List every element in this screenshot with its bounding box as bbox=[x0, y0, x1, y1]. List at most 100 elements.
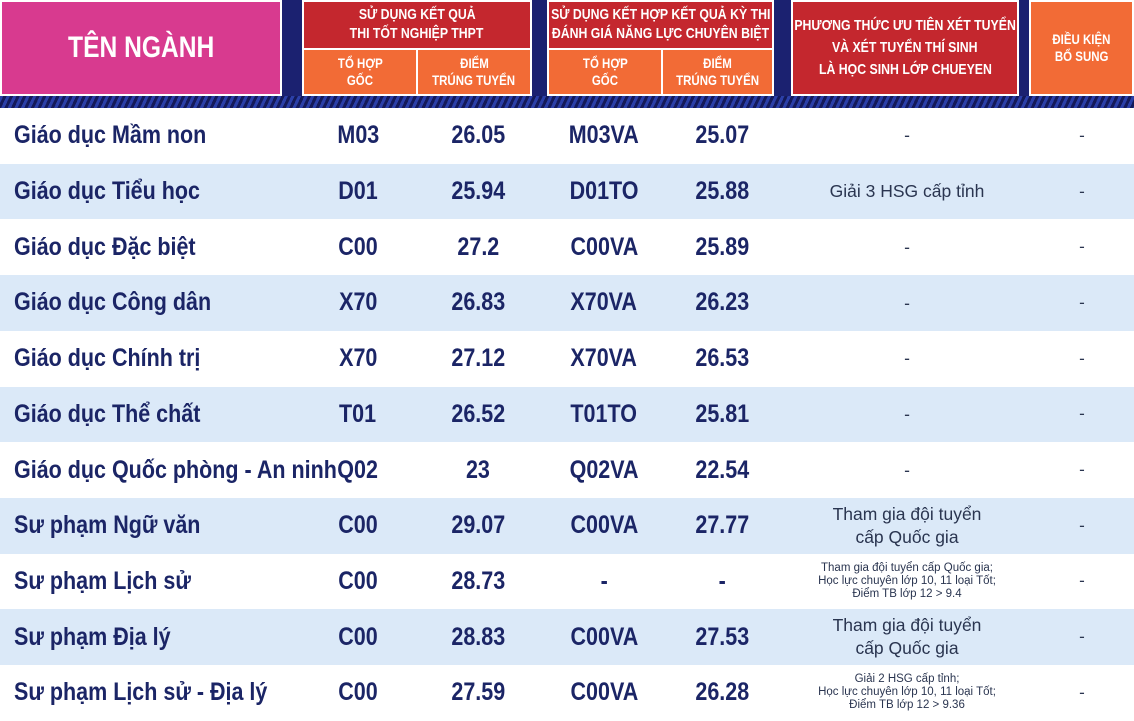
cell-text: X70 bbox=[338, 288, 378, 317]
cell-text: 25.94 bbox=[451, 177, 505, 206]
cell-text: Q02VA bbox=[569, 455, 639, 484]
cell-text: D01TO bbox=[569, 177, 639, 206]
cell-text: Sư phạm Lịch sử bbox=[14, 566, 191, 595]
group-header: SỬ DỤNG KẾT QUẢ THI TỐT NGHIỆP THPT bbox=[302, 0, 532, 50]
table-row: Giáo dục Quốc phòng - An ninh Q02 23 Q02VA 2… bbox=[0, 442, 1134, 498]
header-text: GỐC bbox=[591, 72, 619, 88]
cell-text: Điểm TB lớp 12 > 9.36 bbox=[849, 699, 965, 712]
cell-text: - bbox=[1079, 181, 1085, 201]
row-name: Sư phạm Địa lý bbox=[14, 609, 324, 665]
cell-text: Giáo dục Tiểu học bbox=[14, 177, 200, 206]
header-text: THI TỐT NGHIỆP THPT bbox=[350, 25, 484, 42]
cell-text: 22.54 bbox=[695, 455, 749, 484]
table-cell: - bbox=[1042, 554, 1122, 610]
table-cell: D01TO bbox=[544, 164, 664, 220]
cell-text: 23 bbox=[466, 455, 490, 484]
table-cell: 26.28 bbox=[662, 665, 782, 721]
note-cell: - bbox=[797, 275, 1017, 331]
table-cell: X70 bbox=[303, 275, 413, 331]
table-cell: 27.2 bbox=[418, 219, 538, 275]
cell-text: Giải 3 HSG cấp tỉnh bbox=[829, 181, 985, 202]
cell-text: - bbox=[1079, 460, 1085, 480]
row-name: Giáo dục Quốc phòng - An ninh bbox=[14, 442, 337, 498]
cell-text: Q02 bbox=[337, 455, 379, 484]
cell-text: 25.07 bbox=[695, 121, 749, 150]
table-row: Giáo dục Thể chất T01 26.52 T01TO 25.81 - - bbox=[0, 386, 1134, 443]
cell-text: - bbox=[1079, 627, 1085, 647]
table-cell: 28.73 bbox=[418, 554, 538, 610]
header-text: SỬ DỤNG KẾT HỢP KẾT QUẢ KỲ THI bbox=[550, 6, 771, 24]
cell-text: C00 bbox=[338, 511, 378, 540]
note-cell: Tham gia đội tuyển cấp Quốc gia; Học lực … bbox=[797, 554, 1017, 610]
header-text: TRÚNG TUYỂN bbox=[676, 72, 759, 88]
header-text: TRÚNG TUYỂN bbox=[432, 72, 516, 88]
header-text: GỐC bbox=[346, 72, 374, 88]
cell-text: - bbox=[1079, 348, 1085, 368]
header-stripe bbox=[0, 96, 1134, 108]
table-cell: Q02VA bbox=[544, 442, 664, 498]
cell-text: 26.28 bbox=[695, 678, 749, 707]
cell-text: Sư phạm Lịch sử - Địa lý bbox=[14, 678, 268, 707]
header-text: TỔ HỢP bbox=[582, 54, 628, 71]
header-text: PHƯƠNG THỨC ƯU TIÊN XÉT TUYỂN bbox=[794, 17, 1016, 35]
cell-text: - bbox=[904, 348, 910, 369]
note-cell: Tham gia đội tuyển cấp Quốc gia bbox=[797, 498, 1017, 554]
cell-text: C00VA bbox=[570, 511, 638, 540]
table-cell: - bbox=[1042, 498, 1122, 554]
table-cell: 27.12 bbox=[418, 331, 538, 387]
group-header: SỬ DỤNG KẾT HỢP KẾT QUẢ KỲ THI ĐÁNH GIÁ … bbox=[547, 0, 774, 50]
cell-text: T01 bbox=[339, 399, 377, 428]
note-cell: Giải 3 HSG cấp tỉnh bbox=[797, 164, 1017, 220]
table-row: Sư phạm Ngữ văn C00 29.07 C00VA 27.77 - Tham g… bbox=[0, 497, 1134, 554]
row-name: Sư phạm Lịch sử bbox=[14, 554, 324, 610]
cell-text: Giải 2 HSG cấp tỉnh; bbox=[854, 673, 960, 686]
cell-text: Học lực chuyên lớp 10, 11 loại Tốt; bbox=[818, 686, 996, 699]
header-text: SỬ DỤNG KẾT QUẢ bbox=[358, 6, 476, 24]
row-name: Giáo dục Chính trị bbox=[14, 331, 324, 387]
row-name: Giáo dục Đặc biệt bbox=[14, 219, 324, 275]
table-cell: 27.59 bbox=[418, 665, 538, 721]
cell-text: M03 bbox=[337, 121, 379, 150]
cell-text: C00VA bbox=[570, 232, 638, 261]
table-cell: 26.05 bbox=[418, 108, 538, 164]
cell-text: Tham gia đội tuyển cấp Quốc gia; bbox=[821, 561, 993, 574]
table-row: Giáo dục Công dân X70 26.83 X70VA 26.23 - - bbox=[0, 275, 1134, 331]
note-cell: - bbox=[797, 387, 1017, 443]
cell-text: 27.12 bbox=[451, 344, 505, 373]
header-text: ĐIỂM bbox=[703, 54, 732, 71]
cell-text: M03VA bbox=[568, 121, 640, 150]
table-cell: 26.83 bbox=[418, 275, 538, 331]
cell-text: 28.73 bbox=[451, 566, 505, 595]
header-text: TỔ HỢP bbox=[337, 54, 383, 71]
table-cell: X70VA bbox=[544, 331, 664, 387]
cell-text: Giáo dục Mầm non bbox=[14, 121, 207, 150]
cell-text: X70VA bbox=[570, 288, 638, 317]
table-cell: C00VA bbox=[544, 609, 664, 665]
cell-text: - bbox=[904, 236, 910, 257]
cell-text: - bbox=[1079, 292, 1085, 312]
row-name: Sư phạm Lịch sử - Địa lý bbox=[14, 665, 324, 721]
cell-text: - bbox=[904, 459, 910, 480]
table-cell: - bbox=[1042, 164, 1122, 220]
table-cell: 29.07 bbox=[418, 498, 538, 554]
cell-text: - bbox=[904, 125, 910, 146]
cell-text: 27.59 bbox=[451, 678, 505, 707]
table-cell: 28.83 bbox=[418, 609, 538, 665]
cell-text: - bbox=[1079, 682, 1085, 702]
table-cell: 26.23 bbox=[662, 275, 782, 331]
header-text: ĐIỀU KIỆN bbox=[1052, 30, 1111, 47]
cell-text: X70VA bbox=[570, 344, 638, 373]
cell-text: - bbox=[1079, 515, 1085, 535]
cell-text: - bbox=[904, 403, 910, 424]
cell-text: 27.77 bbox=[695, 511, 749, 540]
table-cell: 27.53 bbox=[662, 609, 782, 665]
table-row: Sư phạm Địa lý C00 28.83 C00VA 27.53 - Tham gi… bbox=[0, 609, 1134, 665]
cell-text: 25.88 bbox=[695, 177, 749, 206]
cell-text: Giáo dục Công dân bbox=[14, 288, 212, 317]
table-cell: 23 bbox=[418, 442, 538, 498]
cell-text: Sư phạm Địa lý bbox=[14, 622, 171, 651]
table-cell: - bbox=[662, 554, 782, 610]
cell-text: Tham gia đội tuyển bbox=[832, 503, 982, 524]
table-cell: - bbox=[1042, 387, 1122, 443]
